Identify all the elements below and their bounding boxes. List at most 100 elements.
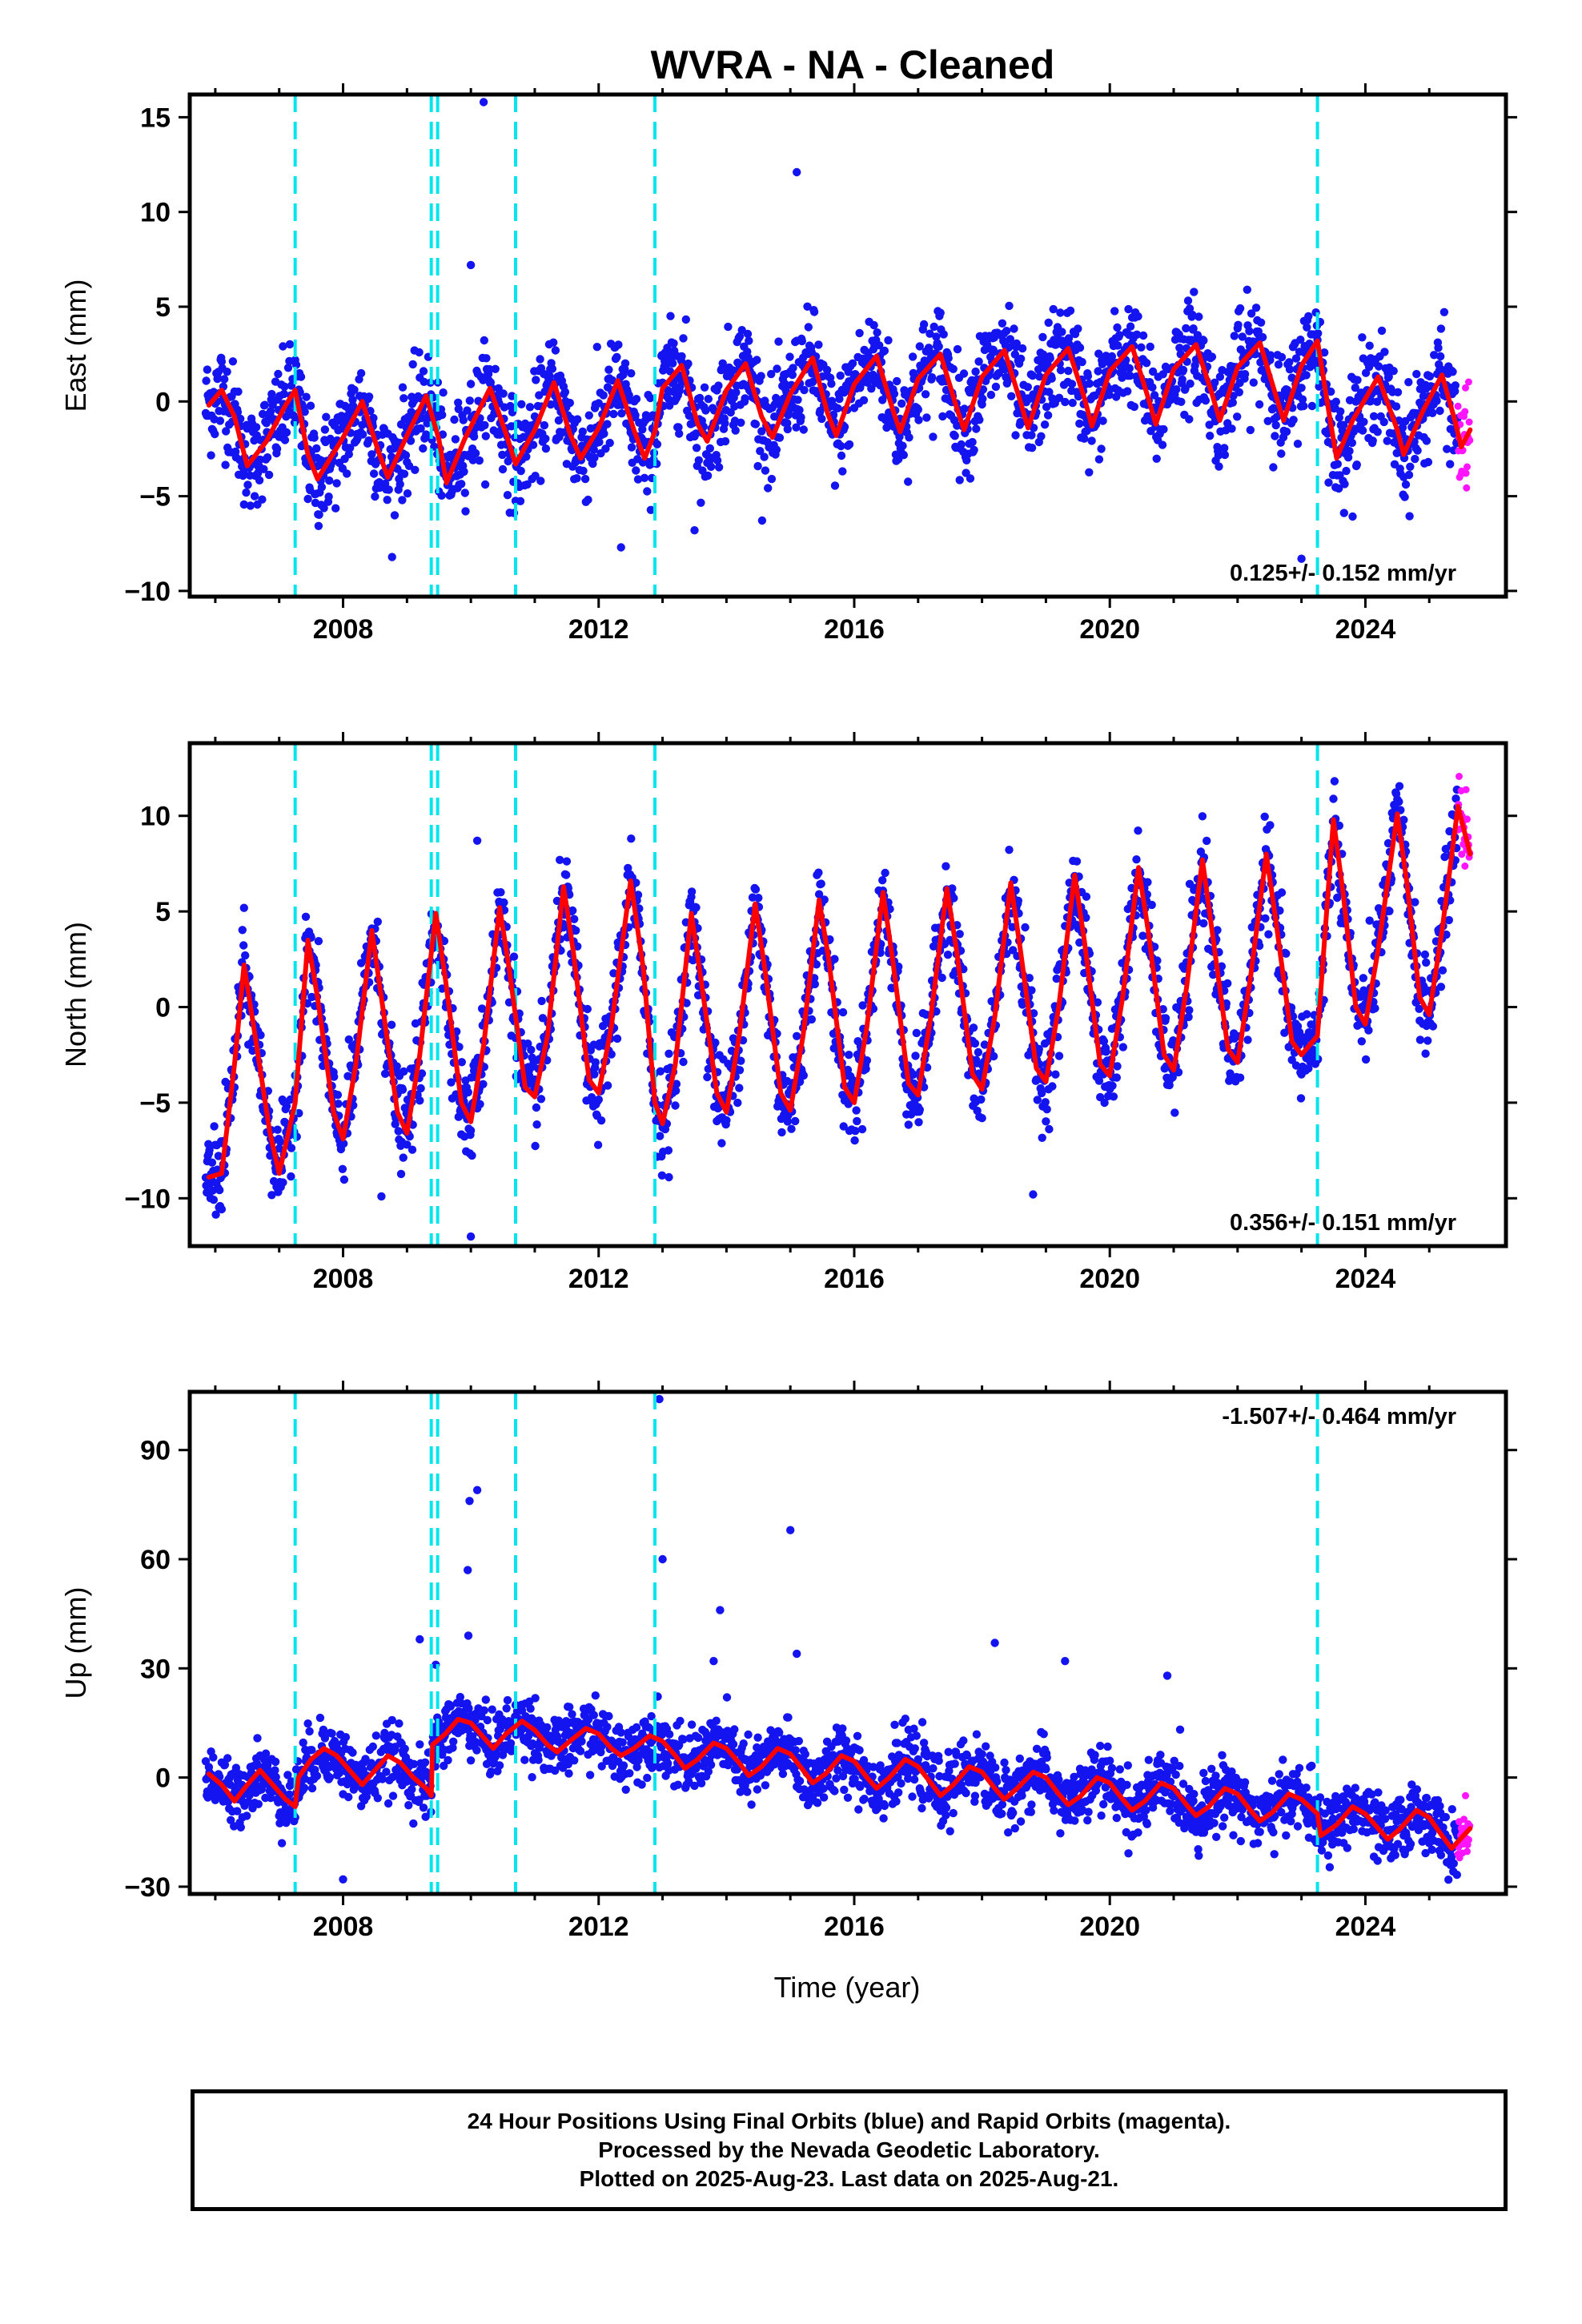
final-orbit-point [737,418,745,427]
final-orbit-point [1435,406,1444,416]
final-orbit-point [751,420,761,428]
final-orbit-point [714,381,723,390]
final-orbit-point [358,430,367,439]
final-orbit-point [258,495,267,504]
final-orbit-point [1261,914,1270,923]
final-orbit-point [845,1051,853,1059]
final-orbit-point [1152,454,1161,463]
final-orbit-point [475,456,484,465]
final-orbit-point [1384,372,1393,381]
final-orbit-point [1324,478,1333,487]
final-orbit-point [573,415,582,424]
final-orbit-point [970,445,978,455]
final-orbit-point [1161,1014,1170,1023]
final-orbit-point [1034,1044,1044,1054]
rapid-orbit-point [1456,773,1463,780]
final-orbit-point [295,1108,303,1118]
final-orbit-point [590,1070,599,1079]
final-orbit-point [692,429,701,438]
final-orbit-point [1193,331,1203,340]
final-orbit-point [632,879,640,887]
final-orbit-point [1023,383,1033,392]
final-orbit-point [705,444,714,453]
outlier-point [472,836,482,846]
final-orbit-point [810,979,819,989]
final-orbit-point [275,1137,285,1146]
final-orbit-point [884,336,893,345]
final-orbit-point [482,354,491,363]
final-orbit-point [741,394,749,403]
final-orbit-point [496,888,505,897]
final-orbit-point [527,1045,536,1055]
final-orbit-point [904,1120,913,1129]
final-orbit-point [974,1047,983,1057]
final-orbit-point [289,411,298,420]
final-orbit-point [1304,312,1313,321]
final-orbit-point [1199,919,1208,928]
final-orbit-point [420,377,428,386]
final-orbit-point [396,1169,406,1179]
final-orbit-point [1067,380,1077,388]
final-orbit-point [1195,312,1203,321]
final-orbit-point [1277,449,1286,458]
final-orbit-point [773,364,781,373]
final-orbit-point [1330,777,1339,786]
final-orbit-point [911,1051,920,1060]
y-tick-label: −10 [124,577,171,607]
final-orbit-point [1183,296,1193,305]
final-orbit-point [966,474,975,483]
final-orbit-point [905,433,913,442]
final-orbit-point [1094,349,1103,358]
final-orbit-point [546,400,556,409]
final-orbit-point [419,444,428,453]
final-orbit-point [398,496,407,505]
final-orbit-point [756,447,765,456]
final-orbit-point [681,315,690,324]
final-orbit-point [331,504,340,513]
y-axis-label-east: East (mm) [59,279,92,412]
final-orbit-point [236,1823,245,1831]
final-orbit-point [737,1056,745,1065]
final-orbit-point [880,346,889,356]
y-tick-label: 10 [140,198,171,228]
final-orbit-point [1230,332,1239,340]
final-orbit-point [672,1080,681,1088]
final-orbit-point [250,492,259,501]
final-orbit-point [829,1043,838,1053]
final-orbit-point [930,322,938,332]
final-orbit-point [324,493,333,501]
final-orbit-point [1158,1005,1167,1014]
final-orbit-point [221,460,230,469]
final-orbit-point [1347,438,1357,448]
final-orbit-point [909,1070,918,1080]
final-orbit-point [338,1164,347,1174]
final-orbit-point [1314,329,1323,338]
rapid-orbit-point [1465,418,1473,426]
x-tick-label: 2012 [568,1264,629,1294]
final-orbit-point [499,389,508,398]
final-orbit-point [1094,1076,1104,1085]
final-orbit-point [454,404,463,413]
final-orbit-point [1357,1037,1367,1046]
final-orbit-point [1074,392,1083,401]
final-orbit-point [908,352,917,361]
final-orbit-point [383,496,391,505]
final-orbit-point [627,834,636,843]
final-orbit-point [1107,352,1117,361]
final-orbit-point [1064,334,1074,343]
outlier-point [1029,1190,1038,1199]
final-orbit-point [962,456,971,464]
final-orbit-point [1361,1055,1371,1064]
final-orbit-point [1100,1098,1109,1108]
final-orbit-point [260,400,269,409]
final-orbit-point [833,404,842,412]
final-orbit-point [1246,425,1255,435]
final-orbit-point [1266,821,1275,830]
final-orbit-point [279,342,287,351]
final-orbit-point [777,1128,786,1137]
final-orbit-point [1052,974,1061,983]
final-orbit-point [457,1058,466,1067]
final-orbit-point [761,466,770,475]
final-orbit-point [302,392,311,401]
final-orbit-point [837,451,846,460]
